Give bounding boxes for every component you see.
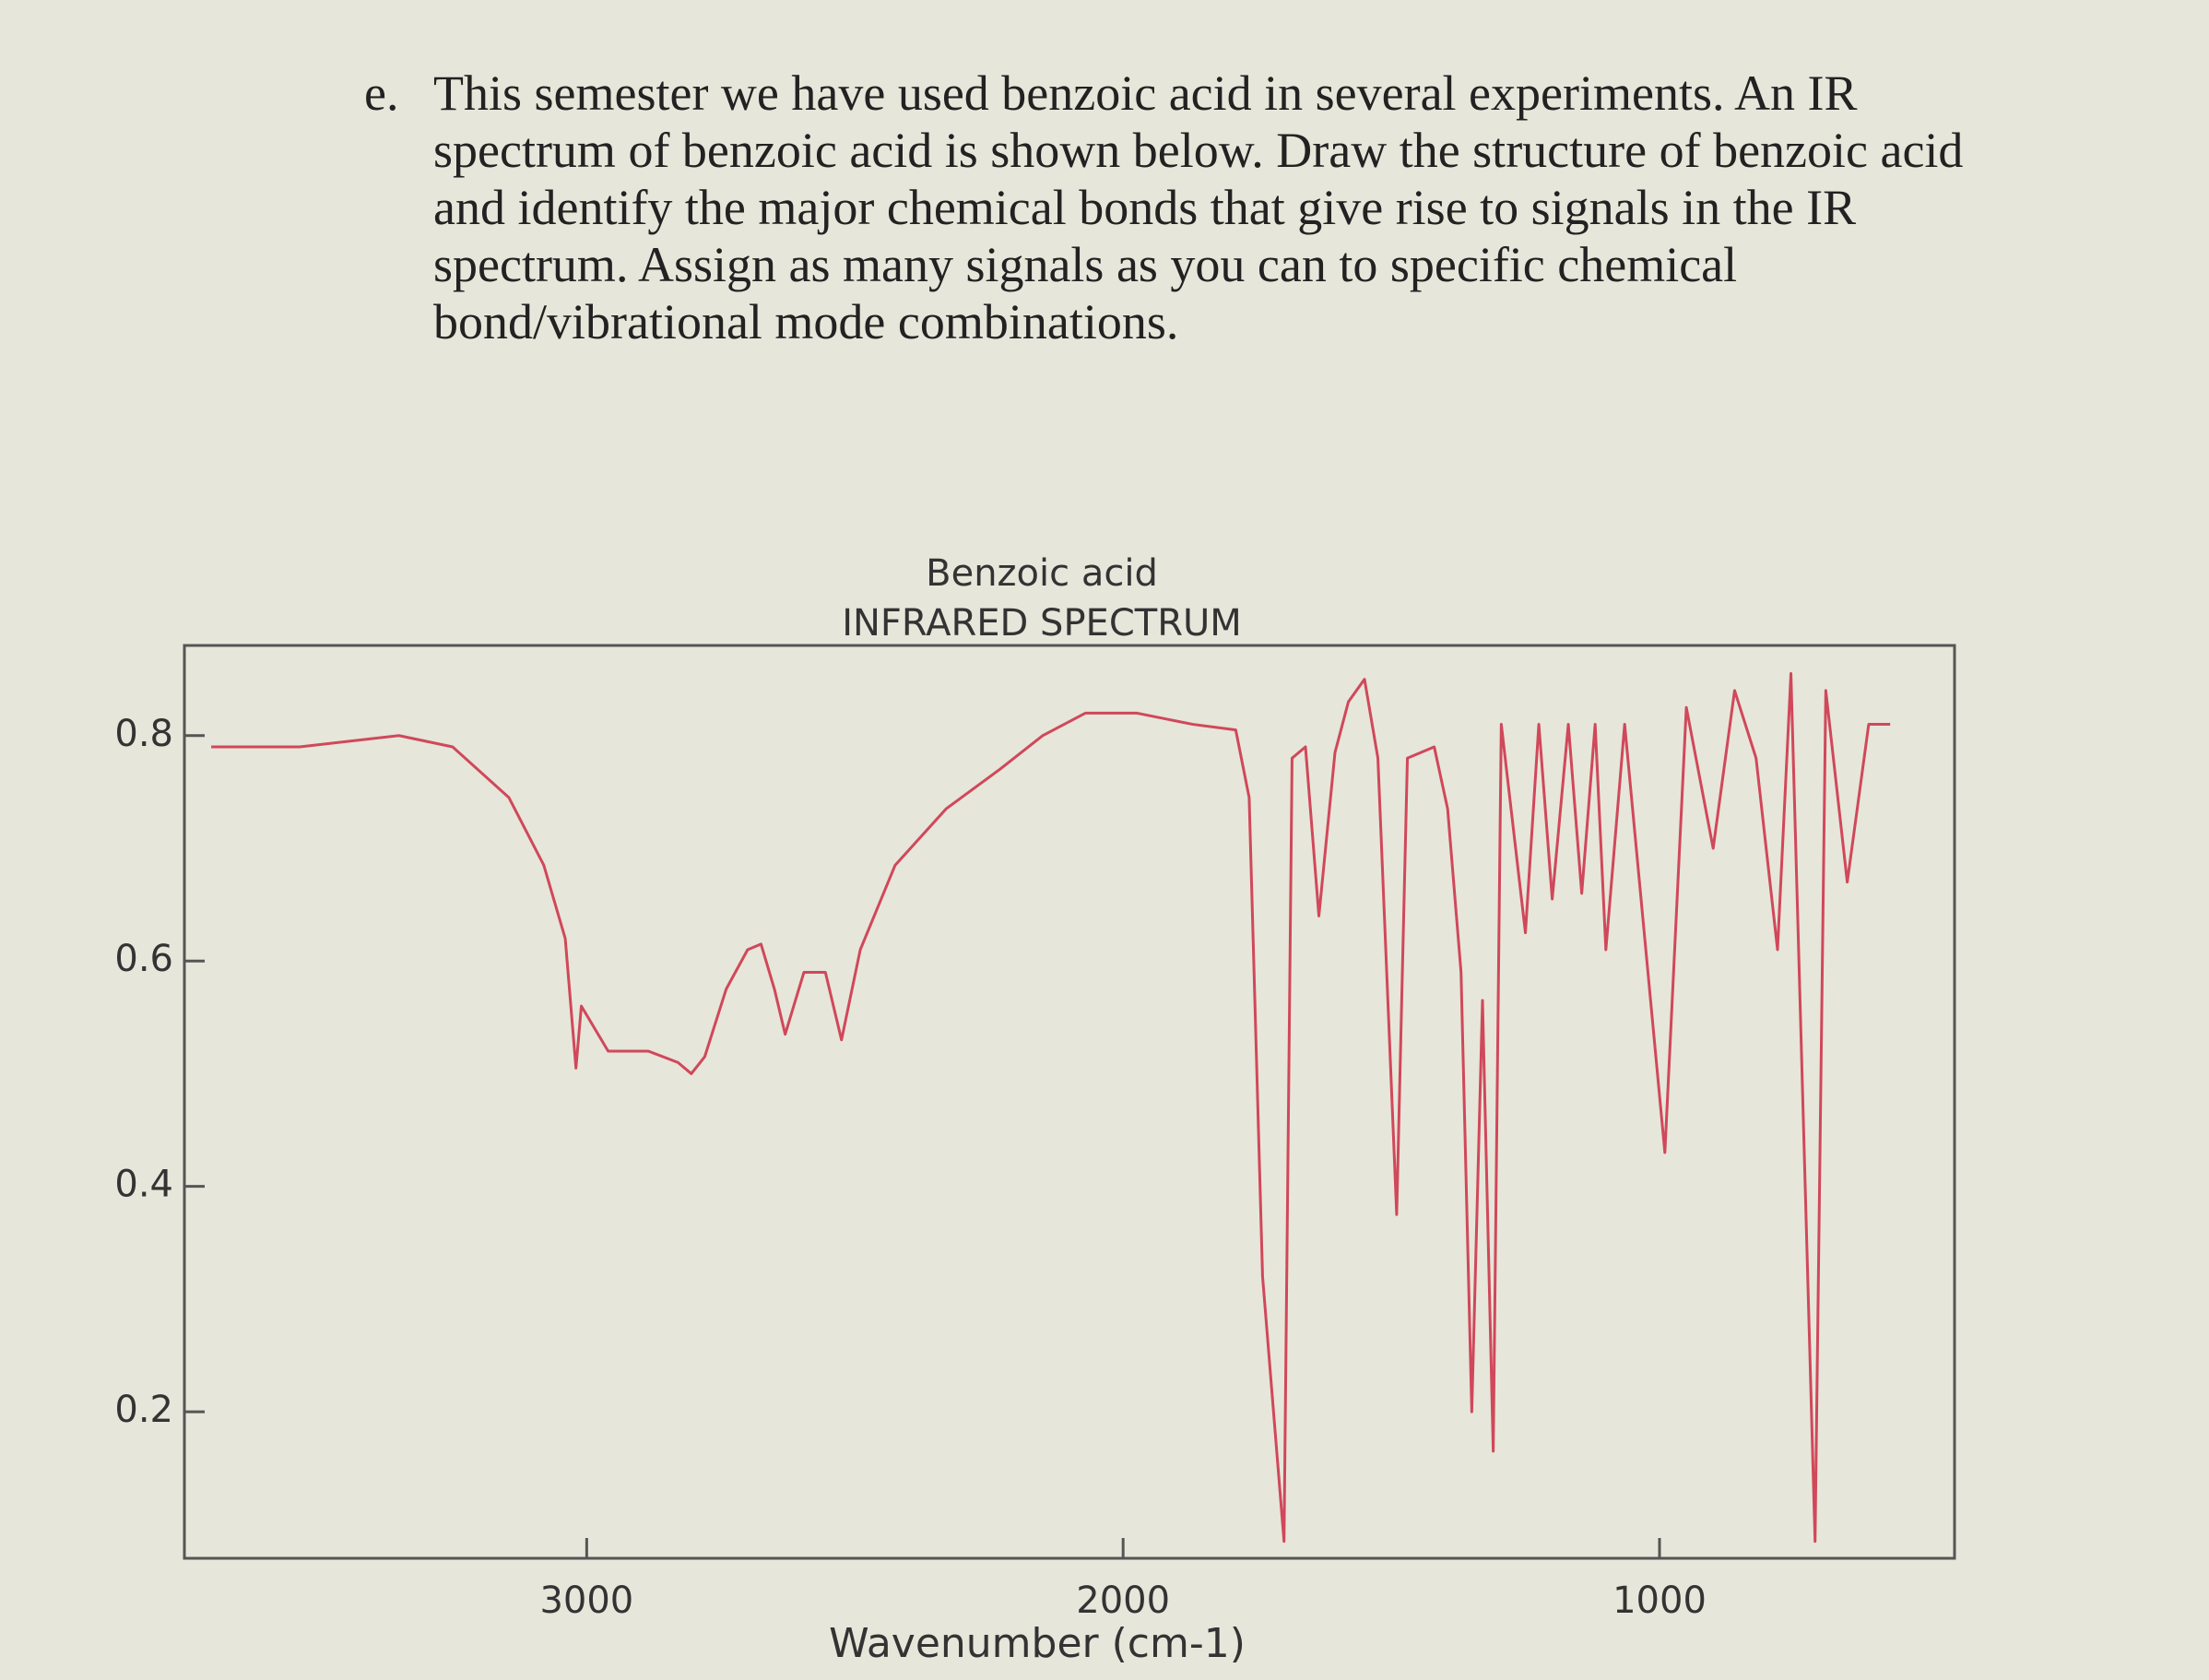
y-tick-label: 0.6 (114, 938, 173, 980)
x-axis-label: Wavenumber (cm-1) (829, 1620, 1246, 1667)
chart-subtitle: INFRARED SPECTRUM (842, 602, 1242, 645)
x-tick-label: 3000 (539, 1579, 633, 1622)
plot-frame (183, 644, 1956, 1560)
chart-title: Benzoic acid (926, 552, 1158, 595)
question-label: e. (364, 65, 399, 121)
y-tick-label: 0.2 (114, 1389, 173, 1431)
y-tick-label: 0.4 (114, 1164, 173, 1206)
y-tick-label: 0.8 (114, 713, 173, 755)
question-text: This semester we have used benzoic acid … (433, 65, 1964, 349)
x-tick-label: 2000 (1076, 1579, 1170, 1622)
x-tick-label: 1000 (1612, 1579, 1707, 1622)
spectrum-line (211, 672, 1891, 1544)
